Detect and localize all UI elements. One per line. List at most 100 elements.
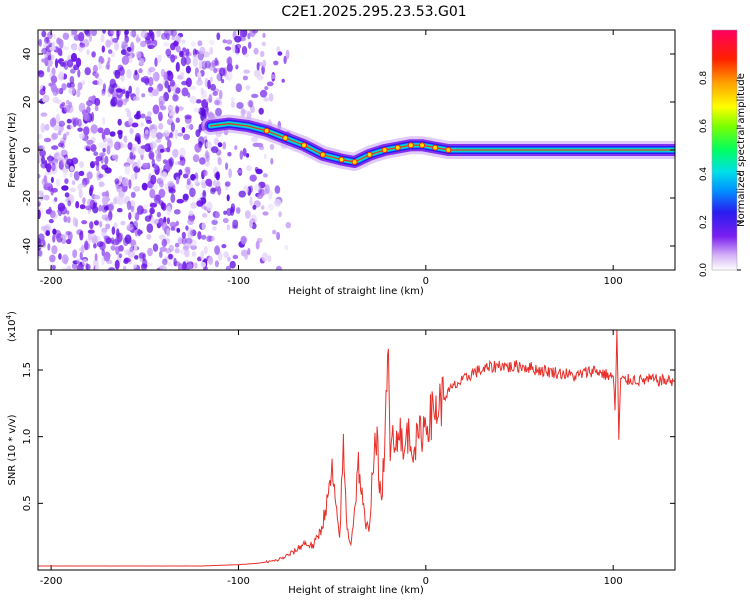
noise-speck bbox=[69, 76, 75, 84]
snr-ylabel: SNR (10 * v/v) bbox=[7, 414, 18, 485]
noise-speck bbox=[269, 144, 275, 150]
noise-speck bbox=[104, 167, 112, 174]
noise-speck bbox=[139, 40, 147, 48]
noise-speck bbox=[140, 113, 146, 119]
noise-speck bbox=[166, 32, 170, 41]
noise-speck bbox=[103, 127, 111, 136]
noise-speck bbox=[129, 152, 134, 160]
noise-speck bbox=[224, 181, 231, 187]
noise-speck bbox=[108, 84, 115, 95]
noise-speck bbox=[197, 231, 202, 240]
noise-speck bbox=[177, 160, 186, 166]
noise-speck bbox=[174, 129, 178, 140]
noise-speck bbox=[130, 174, 135, 181]
noise-speck bbox=[284, 244, 289, 251]
noise-speck bbox=[165, 48, 172, 57]
noise-speck bbox=[170, 54, 176, 63]
noise-speck bbox=[43, 194, 50, 201]
ridge-peak bbox=[407, 142, 414, 149]
ridge-peak bbox=[432, 144, 439, 151]
noise-speck bbox=[89, 184, 94, 192]
snr-frame bbox=[37, 329, 676, 571]
noise-speck bbox=[77, 69, 81, 78]
noise-speck bbox=[86, 139, 94, 145]
noise-speck bbox=[278, 211, 282, 218]
noise-speck bbox=[245, 153, 250, 158]
noise-speck bbox=[114, 69, 121, 79]
noise-speck bbox=[51, 117, 57, 126]
noise-speck bbox=[121, 55, 129, 65]
noise-speck bbox=[222, 39, 227, 44]
noise-speck bbox=[54, 99, 62, 104]
noise-speck bbox=[86, 100, 93, 107]
noise-speck bbox=[85, 263, 91, 270]
noise-speck bbox=[182, 47, 187, 53]
noise-speck bbox=[152, 184, 158, 190]
noise-speck bbox=[193, 107, 201, 113]
noise-speck bbox=[238, 190, 246, 198]
noise-speck bbox=[108, 202, 115, 212]
noise-speck bbox=[185, 77, 192, 88]
noise-speck bbox=[142, 258, 148, 268]
noise-speck bbox=[117, 118, 122, 126]
noise-speck bbox=[118, 66, 125, 77]
noise-speck bbox=[177, 237, 184, 245]
noise-speck bbox=[58, 142, 64, 148]
noise-speck bbox=[66, 216, 71, 224]
noise-speck bbox=[51, 187, 58, 193]
noise-speck bbox=[181, 87, 189, 97]
noise-speck bbox=[249, 185, 253, 193]
noise-speck bbox=[170, 193, 176, 203]
noise-speck bbox=[204, 60, 211, 69]
noise-speck bbox=[69, 173, 73, 178]
noise-speck bbox=[247, 248, 251, 256]
noise-speck bbox=[132, 263, 137, 269]
noise-speck bbox=[61, 254, 69, 265]
noise-speck bbox=[209, 47, 214, 55]
noise-speck bbox=[109, 131, 116, 137]
noise-speck bbox=[102, 116, 105, 125]
noise-speck bbox=[108, 210, 113, 221]
noise-speck bbox=[113, 222, 118, 229]
noise-speck bbox=[226, 194, 230, 202]
colorbar-tick-label: 0.4 bbox=[699, 167, 709, 182]
noise-speck bbox=[240, 108, 246, 118]
noise-speck bbox=[93, 243, 97, 249]
spectrogram-xtick-label: -200 bbox=[40, 276, 63, 287]
noise-speck bbox=[50, 82, 57, 93]
noise-speck bbox=[68, 86, 76, 95]
noise-speck bbox=[178, 263, 183, 270]
noise-speck bbox=[235, 83, 242, 93]
noise-speck bbox=[168, 188, 176, 194]
noise-speck bbox=[264, 86, 269, 91]
noise-speck bbox=[152, 72, 156, 80]
noise-speck bbox=[170, 30, 177, 37]
noise-speck bbox=[105, 237, 112, 244]
noise-speck bbox=[136, 111, 140, 119]
noise-speck bbox=[166, 228, 171, 237]
noise-speck bbox=[168, 244, 174, 252]
noise-speck bbox=[253, 47, 259, 55]
noise-speck bbox=[171, 35, 176, 41]
noise-speck bbox=[263, 153, 267, 160]
noise-speck bbox=[56, 154, 64, 161]
noise-speck bbox=[285, 221, 292, 229]
noise-speck bbox=[232, 219, 239, 229]
noise-speck bbox=[38, 174, 41, 179]
noise-speck bbox=[126, 68, 132, 79]
noise-speck bbox=[159, 181, 164, 188]
noise-speck bbox=[159, 246, 167, 252]
noise-speck bbox=[64, 192, 70, 198]
noise-speck bbox=[134, 69, 138, 76]
noise-speck bbox=[200, 261, 206, 268]
snr-xtick-label: -200 bbox=[40, 576, 63, 587]
noise-speck bbox=[97, 77, 103, 86]
snr-xlabel: Height of straight line (km) bbox=[288, 585, 424, 596]
noise-speck bbox=[157, 83, 164, 92]
noise-speck bbox=[179, 50, 184, 58]
ridge-peak bbox=[351, 159, 358, 165]
noise-speck bbox=[267, 203, 275, 211]
noise-speck bbox=[42, 240, 46, 248]
noise-speck bbox=[102, 30, 106, 34]
noise-speck bbox=[40, 123, 46, 133]
